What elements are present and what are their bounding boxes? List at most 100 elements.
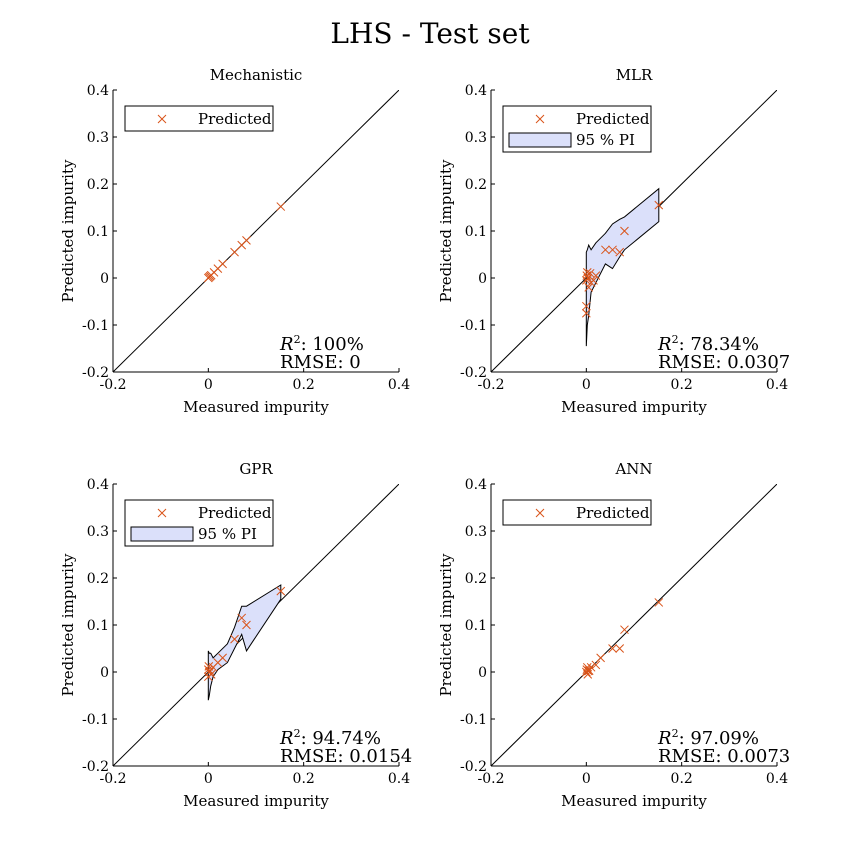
x-axis-label: Measured impurity xyxy=(183,398,329,416)
identity-line xyxy=(113,90,399,372)
x-tick-label: -0.2 xyxy=(478,377,505,393)
x-tick-label: 0.2 xyxy=(671,771,693,787)
y-tick-label: 0.1 xyxy=(465,224,487,240)
data-point xyxy=(230,634,239,644)
y-tick-label: 0.3 xyxy=(465,130,487,146)
x-axis-label: Measured impurity xyxy=(561,398,707,416)
rmse-annotation: RMSE: 0.0073 xyxy=(658,746,790,767)
panel-title: MLR xyxy=(616,66,653,84)
data-point xyxy=(218,653,227,663)
y-tick-label: 0.4 xyxy=(465,477,487,493)
data-point xyxy=(654,200,664,210)
plot-area xyxy=(113,484,399,766)
chart-panel-3: -0.2 0 0.2 0.4 -0.2 -0.1 0 0.1 0.2 0.3 0.4 GPR Measu… xyxy=(59,460,412,810)
y-tick-label: 0.4 xyxy=(87,477,109,493)
legend-label-predicted: Predicted xyxy=(576,504,650,522)
r2-annotation: R2: 97.09% xyxy=(657,727,759,749)
legend-box xyxy=(502,105,652,153)
y-tick-label: -0.2 xyxy=(460,365,487,381)
x-tick-label: 0 xyxy=(204,771,213,787)
data-point xyxy=(276,586,286,596)
y-tick-label: 0.1 xyxy=(87,618,109,634)
legend-label-pi: 95 % PI xyxy=(576,131,635,149)
legend-label-pi: 95 % PI xyxy=(198,525,257,543)
y-tick-label: -0.2 xyxy=(82,365,109,381)
legend-marker-predicted xyxy=(157,114,167,124)
plot-area xyxy=(491,90,777,372)
legend-label-predicted: Predicted xyxy=(198,110,272,128)
legend-swatch-pi xyxy=(508,132,572,148)
plot-area xyxy=(113,90,399,372)
x-tick-label: 0.2 xyxy=(671,377,693,393)
plot-area xyxy=(491,484,777,766)
data-point xyxy=(583,273,593,283)
legend-box xyxy=(502,499,652,526)
data-point xyxy=(581,308,591,318)
rmse-annotation: RMSE: 0.0307 xyxy=(658,352,790,373)
data-point xyxy=(596,653,605,663)
data-point xyxy=(620,226,629,236)
data-point xyxy=(584,283,594,292)
panel-title: ANN xyxy=(614,460,652,478)
data-point xyxy=(585,268,595,278)
y-tick-label: -0.2 xyxy=(460,759,487,775)
x-tick-label: 0.2 xyxy=(293,771,315,787)
data-point xyxy=(615,644,625,653)
y-tick-label: 0.4 xyxy=(87,83,109,99)
data-point xyxy=(654,598,664,607)
pi-band xyxy=(585,187,660,347)
y-tick-label: 0.3 xyxy=(465,524,487,540)
data-point xyxy=(591,271,601,281)
y-axis-label: Predicted impurity xyxy=(437,553,455,696)
data-point xyxy=(591,660,601,670)
identity-line xyxy=(491,484,777,766)
y-tick-label: 0 xyxy=(478,665,487,681)
legend-marker-predicted xyxy=(535,114,545,124)
legend-label-predicted: Predicted xyxy=(576,110,650,128)
pi-band xyxy=(207,584,282,701)
y-axis-label: Predicted impurity xyxy=(437,159,455,302)
x-tick-label: -0.2 xyxy=(100,771,127,787)
y-tick-label: 0.2 xyxy=(87,177,109,193)
x-axis-label: Measured impurity xyxy=(183,792,329,810)
y-tick-label: -0.1 xyxy=(82,712,109,728)
chart-panel-1: -0.2 0 0.2 0.4 -0.2 -0.1 0 0.1 0.2 0.3 0.4 Mechanis… xyxy=(59,66,410,416)
y-tick-label: -0.1 xyxy=(460,712,487,728)
legend-box xyxy=(124,105,274,132)
figure-title: LHS - Test set xyxy=(330,17,530,50)
x-tick-label: 0.4 xyxy=(388,771,410,787)
y-tick-label: 0.2 xyxy=(87,571,109,587)
y-tick-label: 0.1 xyxy=(87,224,109,240)
y-tick-label: 0.1 xyxy=(465,618,487,634)
x-tick-label: 0.4 xyxy=(766,377,788,393)
y-tick-label: 0 xyxy=(100,271,109,287)
x-axis-label: Measured impurity xyxy=(561,792,707,810)
x-tick-label: 0.2 xyxy=(293,377,315,393)
data-point xyxy=(237,613,247,623)
y-tick-label: 0.2 xyxy=(465,571,487,587)
y-tick-label: -0.1 xyxy=(460,318,487,334)
panel-title: GPR xyxy=(239,460,273,478)
r2-annotation: R2: 94.74% xyxy=(279,727,381,749)
rmse-annotation: RMSE: 0.0154 xyxy=(280,746,412,767)
data-point xyxy=(242,236,251,245)
data-point xyxy=(601,245,610,255)
legend-label-predicted: Predicted xyxy=(198,504,272,522)
data-point xyxy=(586,662,596,672)
legend-swatch-pi xyxy=(130,526,194,542)
y-tick-label: 0.2 xyxy=(465,177,487,193)
data-point xyxy=(242,620,251,630)
y-tick-label: 0 xyxy=(100,665,109,681)
data-point xyxy=(581,301,591,311)
y-axis-label: Predicted impurity xyxy=(59,159,77,302)
y-tick-label: 0.4 xyxy=(465,83,487,99)
chart-panel-4: -0.2 0 0.2 0.4 -0.2 -0.1 0 0.1 0.2 0.3 0.4 ANN Measu… xyxy=(437,460,790,810)
data-point xyxy=(620,625,629,635)
data-point xyxy=(589,275,598,285)
data-point xyxy=(615,247,625,257)
x-tick-label: 0.4 xyxy=(766,771,788,787)
y-tick-label: 0 xyxy=(478,271,487,287)
x-tick-label: 0 xyxy=(582,771,591,787)
r2-annotation: R2: 78.34% xyxy=(657,333,759,355)
